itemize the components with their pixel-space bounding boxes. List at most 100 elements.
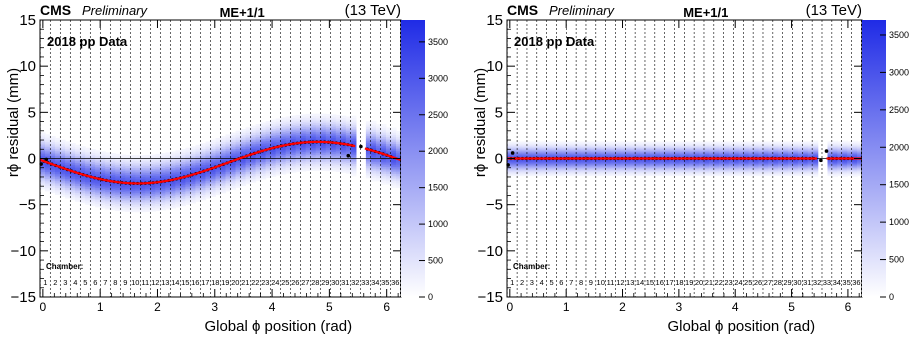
heatmap-cell	[511, 154, 518, 156]
heatmap-cell	[679, 170, 686, 172]
heatmap-cell	[85, 163, 91, 166]
heatmap-cell	[714, 156, 720, 159]
heatmap-cell	[837, 154, 843, 156]
heatmap-cell	[536, 172, 543, 174]
heatmap-cell	[797, 160, 804, 163]
heatmap-cell	[280, 126, 287, 129]
heatmap-cell	[265, 131, 272, 134]
heatmap-cell	[832, 163, 838, 166]
heatmap-cell	[832, 161, 838, 164]
data-point	[359, 144, 363, 149]
heatmap-cell	[120, 205, 126, 209]
heatmap-cell	[585, 171, 592, 173]
heatmap-cell	[75, 153, 81, 156]
heatmap-cell	[635, 152, 641, 154]
heatmap-cell	[605, 163, 612, 166]
heatmap-cell	[585, 146, 592, 149]
heatmap-cell	[370, 168, 377, 171]
heatmap-cell	[170, 188, 176, 191]
heatmap-cell	[135, 192, 141, 195]
heatmap-cell	[55, 173, 61, 176]
heatmap-cell	[370, 175, 377, 178]
heatmap-cell	[375, 129, 382, 132]
heatmap-cell	[758, 166, 764, 169]
heatmap-cell	[260, 134, 267, 138]
heatmap-cell	[536, 145, 543, 148]
heatmap-cell	[155, 176, 161, 180]
heatmap-cell	[615, 166, 621, 169]
heatmap-cell	[140, 162, 146, 165]
heatmap-cell	[507, 174, 513, 177]
heatmap-cell	[120, 177, 126, 180]
heatmap-cell	[847, 173, 853, 175]
heatmap-cell	[714, 151, 720, 153]
chamber-number: 30	[331, 278, 339, 287]
heatmap-cell	[125, 167, 131, 170]
heatmap-cell	[220, 136, 227, 139]
heatmap-cell	[365, 145, 372, 149]
heatmap-cell	[654, 144, 661, 147]
heatmap-cell	[190, 199, 197, 202]
heatmap-cell	[205, 196, 212, 199]
heatmap-cell	[190, 181, 197, 184]
heatmap-cell	[541, 152, 548, 154]
heatmap-cell	[300, 137, 307, 140]
heatmap-cell	[699, 146, 705, 149]
heatmap-cell	[165, 185, 171, 189]
heatmap-cell	[385, 175, 392, 178]
heatmap-cell	[265, 156, 272, 159]
heatmap-cell	[812, 148, 819, 151]
heatmap-cell	[100, 169, 106, 172]
heatmap-cell	[807, 173, 814, 175]
heatmap-cell	[265, 163, 272, 166]
heatmap-cell	[768, 159, 774, 162]
y-tick-label: 5	[495, 104, 503, 121]
heatmap-cell	[551, 141, 557, 144]
heatmap-cell	[768, 155, 774, 157]
heatmap-cell	[350, 135, 357, 138]
heatmap-cell	[585, 162, 592, 165]
heatmap-cell	[165, 198, 171, 201]
heatmap-cell	[240, 164, 247, 167]
heatmap-cell	[115, 160, 121, 164]
heatmap-cell	[100, 197, 106, 200]
heatmap-cell	[75, 162, 81, 165]
heatmap-cell	[733, 161, 740, 164]
heatmap-cell	[719, 155, 725, 157]
heatmap-cell	[827, 152, 834, 154]
heatmap-cell	[75, 146, 81, 149]
heatmap-cell	[654, 154, 661, 156]
heatmap-cell	[345, 151, 352, 155]
heatmap-cell	[571, 164, 577, 167]
heatmap-cell	[773, 143, 779, 146]
heatmap-cell	[714, 159, 720, 162]
heatmap-cell	[270, 123, 277, 126]
heatmap-cell	[245, 173, 252, 176]
heatmap-cell	[155, 164, 161, 167]
heatmap-cell	[654, 161, 661, 164]
heatmap-cell	[812, 165, 819, 168]
heatmap-cell	[600, 141, 607, 144]
heatmap-cell	[215, 159, 222, 162]
heatmap-cell	[205, 141, 212, 144]
heatmap-cell	[110, 169, 116, 172]
heatmap-cell	[714, 171, 720, 173]
heatmap-cell	[719, 164, 725, 167]
heatmap-cell	[812, 156, 819, 159]
heatmap-cell	[674, 161, 681, 164]
heatmap-cell	[610, 171, 617, 173]
heatmap-cell	[600, 154, 607, 156]
heatmap-cell	[758, 141, 764, 144]
heatmap-cell	[315, 117, 322, 120]
heatmap-cell	[738, 166, 745, 169]
heatmap-cell	[285, 148, 292, 151]
heatmap-cell	[75, 192, 81, 195]
heatmap-cell	[265, 173, 272, 177]
heatmap-cell	[370, 129, 377, 133]
heatmap-cell	[590, 154, 597, 156]
heatmap-cell	[812, 150, 819, 152]
heatmap-cell	[802, 173, 809, 175]
heatmap-cell	[90, 189, 96, 193]
heatmap-cell	[664, 153, 671, 155]
heatmap-cell	[250, 132, 257, 135]
